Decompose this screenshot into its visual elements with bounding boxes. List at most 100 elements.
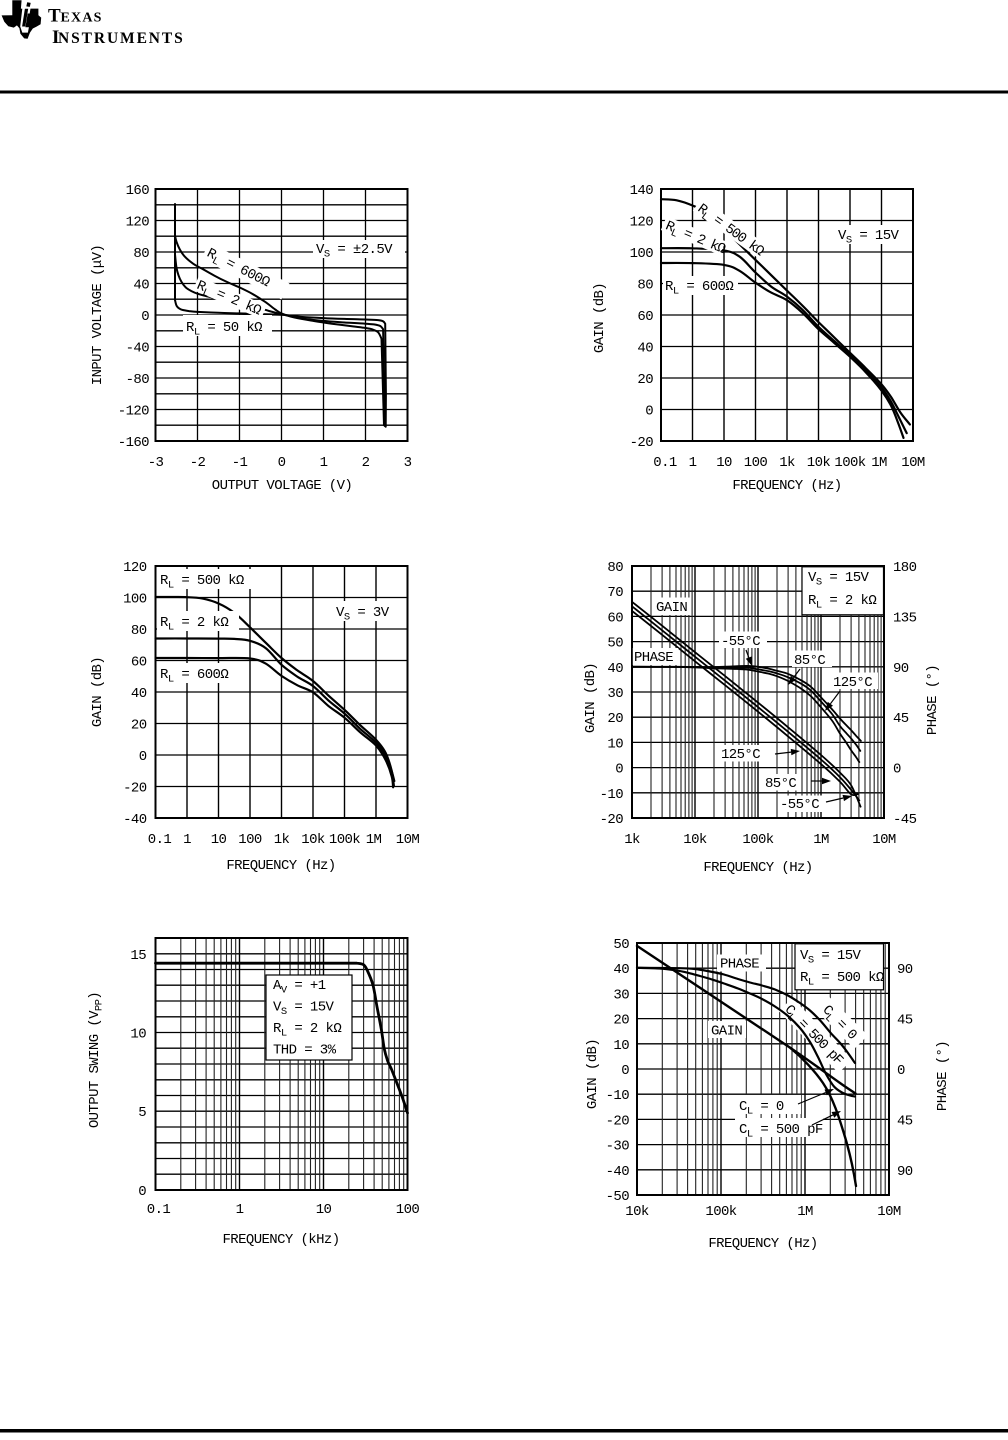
svg-text:0.1: 0.1: [653, 455, 677, 471]
svg-text:180: 180: [893, 560, 917, 576]
svg-text:EXAS: EXAS: [61, 11, 103, 26]
svg-text:140: 140: [630, 183, 654, 199]
svg-text:0: 0: [138, 1184, 146, 1200]
svg-text:VS = 15V: VS = 15V: [808, 570, 870, 589]
svg-text:40: 40: [133, 278, 149, 294]
svg-text:T: T: [48, 6, 61, 27]
svg-text:FREQUENCY (Hz): FREQUENCY (Hz): [708, 1236, 817, 1252]
svg-text:VS = 15V: VS = 15V: [838, 228, 900, 247]
svg-text:0.1: 0.1: [148, 832, 172, 848]
svg-text:0: 0: [897, 1063, 905, 1079]
svg-text:20: 20: [637, 372, 653, 388]
svg-text:100k: 100k: [705, 1204, 736, 1220]
svg-text:100: 100: [123, 592, 147, 608]
svg-text:PHASE (°): PHASE (°): [935, 1041, 951, 1111]
svg-text:0.1: 0.1: [147, 1202, 171, 1218]
svg-text:120: 120: [630, 215, 654, 231]
svg-text:60: 60: [131, 655, 147, 671]
svg-text:100k: 100k: [834, 455, 865, 471]
svg-text:20: 20: [131, 718, 147, 734]
svg-text:10: 10: [613, 1038, 629, 1054]
svg-text:0: 0: [893, 762, 901, 778]
svg-text:10k: 10k: [683, 832, 707, 848]
svg-text:90: 90: [897, 962, 913, 978]
svg-text:1M: 1M: [366, 832, 382, 848]
svg-text:10M: 10M: [877, 1204, 901, 1220]
svg-text:NSTRUMENTS: NSTRUMENTS: [58, 30, 185, 47]
svg-text:-20: -20: [630, 435, 654, 451]
svg-text:40: 40: [637, 341, 653, 357]
svg-text:FREQUENCY (Hz): FREQUENCY (Hz): [226, 858, 335, 874]
svg-text:-40: -40: [126, 341, 150, 357]
svg-text:135: 135: [893, 610, 917, 626]
svg-text:85°C: 85°C: [765, 776, 796, 792]
svg-text:VS = 3V: VS = 3V: [336, 605, 390, 624]
svg-text:1k: 1k: [779, 455, 795, 471]
svg-text:-160: -160: [118, 435, 149, 451]
svg-text:0: 0: [645, 404, 653, 420]
svg-text:45: 45: [897, 1113, 913, 1129]
svg-text:-40: -40: [123, 812, 147, 828]
svg-text:-1: -1: [232, 455, 248, 471]
svg-text:PHASE: PHASE: [720, 957, 759, 973]
svg-text:50: 50: [613, 937, 629, 953]
svg-text:-3: -3: [148, 455, 164, 471]
svg-text:100k: 100k: [329, 832, 360, 848]
svg-text:100: 100: [630, 246, 654, 262]
svg-text:10: 10: [211, 832, 227, 848]
svg-text:10k: 10k: [625, 1204, 649, 1220]
svg-text:GAIN (dB): GAIN (dB): [592, 283, 608, 353]
svg-text:THD = 3%: THD = 3%: [273, 1043, 337, 1059]
svg-text:-55°C: -55°C: [721, 634, 760, 650]
svg-text:10M: 10M: [901, 455, 925, 471]
svg-text:85°C: 85°C: [794, 653, 825, 669]
svg-text:-10: -10: [606, 1088, 630, 1104]
svg-text:RL = 50 kΩ: RL = 50 kΩ: [186, 320, 262, 339]
svg-text:PHASE: PHASE: [634, 650, 673, 666]
svg-text:0: 0: [139, 749, 147, 765]
svg-text:VS = 15V: VS = 15V: [800, 948, 862, 967]
svg-text:70: 70: [607, 585, 623, 601]
svg-text:1k: 1k: [624, 832, 640, 848]
svg-text:120: 120: [123, 560, 147, 576]
svg-text:-45: -45: [893, 812, 917, 828]
svg-text:1: 1: [236, 1202, 244, 1218]
svg-text:GAIN (dB): GAIN (dB): [583, 663, 599, 733]
svg-text:0: 0: [621, 1063, 629, 1079]
svg-text:RL = 500 kΩ: RL = 500 kΩ: [160, 573, 244, 592]
svg-text:1: 1: [320, 455, 328, 471]
svg-text:45: 45: [897, 1013, 913, 1029]
svg-text:RL = 2 kΩ: RL = 2 kΩ: [160, 615, 228, 634]
svg-text:GAIN (dB): GAIN (dB): [90, 657, 106, 727]
svg-text:80: 80: [607, 560, 623, 576]
svg-text:80: 80: [131, 623, 147, 639]
svg-text:10: 10: [607, 736, 623, 752]
svg-text:-120: -120: [118, 404, 149, 420]
svg-text:FREQUENCY (kHz): FREQUENCY (kHz): [222, 1232, 339, 1248]
svg-text:20: 20: [607, 711, 623, 727]
svg-text:-10: -10: [600, 787, 624, 803]
svg-text:RL = 600Ω: RL = 600Ω: [160, 667, 228, 686]
svg-text:10: 10: [316, 1202, 332, 1218]
svg-text:90: 90: [897, 1164, 913, 1180]
svg-text:30: 30: [613, 987, 629, 1003]
svg-text:10M: 10M: [872, 832, 896, 848]
svg-text:OUTPUT VOLTAGE (V): OUTPUT VOLTAGE (V): [212, 478, 352, 494]
svg-text:INPUT VOLTAGE (μV): INPUT VOLTAGE (μV): [90, 245, 106, 385]
svg-text:40: 40: [613, 962, 629, 978]
svg-text:60: 60: [607, 610, 623, 626]
svg-text:PHASE (°): PHASE (°): [925, 665, 941, 735]
svg-text:1: 1: [689, 455, 697, 471]
svg-text:1M: 1M: [813, 832, 829, 848]
svg-text:-20: -20: [600, 812, 624, 828]
svg-text:1M: 1M: [871, 455, 887, 471]
svg-text:OUTPUT SWING (VPP): OUTPUT SWING (VPP): [87, 992, 106, 1128]
svg-text:100k: 100k: [742, 832, 773, 848]
svg-text:80: 80: [637, 278, 653, 294]
svg-text:1M: 1M: [797, 1204, 813, 1220]
svg-text:CL = 0: CL = 0: [739, 1099, 784, 1118]
svg-text:GAIN (dB): GAIN (dB): [585, 1039, 601, 1109]
svg-text:-50: -50: [606, 1189, 630, 1205]
svg-text:-80: -80: [126, 372, 150, 388]
svg-text:45: 45: [893, 711, 909, 727]
